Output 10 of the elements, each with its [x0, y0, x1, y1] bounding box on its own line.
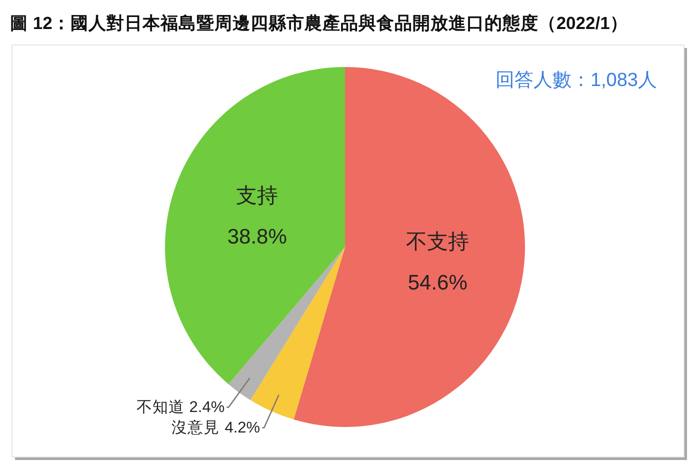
text: 回答人數：1,083人: [495, 70, 657, 91]
data-label: 4.2%: [224, 420, 260, 437]
data-label: 54.6%: [408, 271, 468, 294]
slice-label: 不知道: [136, 399, 184, 416]
data-label: 2.4%: [189, 399, 225, 416]
slice-label: 沒意見: [172, 418, 220, 437]
slice-label: 支持: [236, 184, 278, 208]
chart-title: 圖 12：國人對日本福島暨周邊四縣市農產品與食品開放進口的態度（2022/1）: [10, 13, 628, 33]
data-label: 38.8%: [227, 226, 287, 249]
slice-label: 不支持: [406, 230, 470, 254]
